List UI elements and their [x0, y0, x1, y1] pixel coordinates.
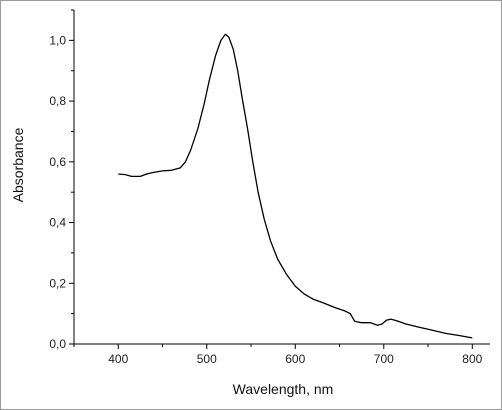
x-tick-label: 600	[285, 352, 305, 366]
ticks: 400 500 600 700 800 0,0 0,2 0,4 0,6 0,8 1,0	[49, 9, 483, 366]
y-tick-label: 0,4	[49, 216, 66, 230]
y-tick-label: 0,6	[49, 155, 66, 169]
x-axis-title: Wavelength, nm	[233, 381, 334, 397]
y-tick-label: 0,2	[49, 276, 66, 290]
y-tick-label: 0,0	[49, 337, 66, 351]
y-axis-title: Absorbance	[10, 127, 26, 202]
y-tick-label: 0,8	[49, 94, 66, 108]
series-layer	[118, 33, 473, 339]
x-tick-label: 500	[197, 352, 217, 366]
x-tick-label: 400	[108, 352, 128, 366]
axes	[73, 10, 490, 345]
series-line-0	[118, 33, 473, 339]
y-tick-label: 1,0	[49, 33, 66, 47]
x-tick-label: 700	[374, 352, 394, 366]
x-tick-label: 800	[462, 352, 482, 366]
